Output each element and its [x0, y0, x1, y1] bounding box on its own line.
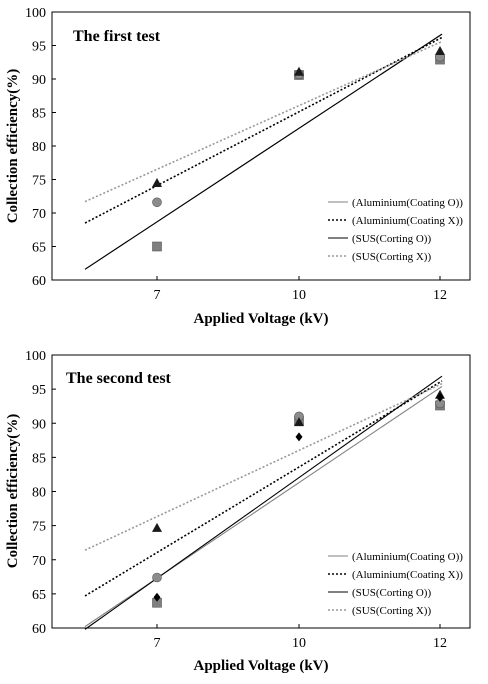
y-tick-label: 65	[32, 588, 46, 603]
x-tick-labels: 7 10 12	[154, 636, 448, 651]
y-tick-label: 70	[32, 207, 46, 222]
y-axis-label: Collection efficiency(%)	[5, 414, 21, 569]
data-point-triangle	[294, 417, 304, 427]
x-tick-label: 7	[154, 636, 161, 651]
y-tick-label: 80	[32, 486, 46, 501]
trend-line	[84, 36, 443, 224]
data-point-triangle	[152, 522, 162, 532]
y-tick-label: 60	[32, 274, 46, 289]
chart-panel-second: The second test Applied Voltage (kV) Col…	[5, 349, 471, 674]
x-tick-label: 10	[292, 288, 306, 303]
legend-label: (Aluminium(Coating O))	[352, 197, 463, 209]
legend: (Aluminium(Coating O)) (Aluminium(Coatin…	[328, 551, 463, 617]
data-point-diamond	[153, 592, 161, 602]
y-tick-label: 90	[32, 73, 46, 88]
plot-marks	[52, 354, 445, 630]
chart-title: The first test	[73, 28, 161, 45]
y-tick-label: 100	[25, 6, 46, 21]
plot-marks	[52, 11, 445, 281]
legend: (Aluminium(Coating O)) (Aluminium(Coatin…	[328, 197, 463, 263]
y-tick-label: 70	[32, 554, 46, 569]
legend-label: (SUS(Corting O))	[352, 587, 431, 599]
y-tick-label: 95	[32, 40, 46, 55]
trend-line	[84, 375, 443, 630]
x-tick-labels: 7 10 12	[154, 288, 448, 303]
chart-panel-first: The first test Applied Voltage (kV) Coll…	[5, 6, 471, 327]
legend-label: (Aluminium(Coating X))	[352, 215, 463, 227]
trend-line	[84, 33, 443, 270]
data-point-triangle	[435, 46, 445, 56]
chart-title: The second test	[66, 370, 172, 387]
trend-line	[84, 40, 443, 203]
data-point-square	[152, 241, 162, 252]
x-axis-label: Applied Voltage (kV)	[193, 311, 328, 327]
x-tick-label: 7	[154, 288, 161, 303]
y-tick-label: 75	[32, 174, 46, 189]
legend-label: (Aluminium(Coating O))	[352, 551, 463, 563]
data-point-diamond	[295, 432, 303, 442]
y-tick-label: 85	[32, 107, 46, 122]
y-tick-label: 95	[32, 383, 46, 398]
legend-label: (SUS(Corting O))	[352, 233, 431, 245]
data-point-triangle	[152, 178, 162, 188]
legend-label: (SUS(Corting X))	[352, 605, 431, 617]
data-point-circle	[152, 197, 162, 208]
trend-line	[84, 382, 443, 551]
legend-label: (Aluminium(Coating X))	[352, 569, 463, 581]
x-tick-label: 10	[292, 636, 306, 651]
trend-line	[84, 380, 443, 597]
y-tick-labels: 60 65 70 75 80 85 90 95 100	[25, 6, 46, 289]
y-tick-label: 60	[32, 622, 46, 637]
legend-label: (SUS(Corting X))	[352, 251, 431, 263]
y-tick-label: 65	[32, 241, 46, 256]
y-tick-label: 100	[25, 349, 46, 364]
y-tick-labels: 60 65 70 75 80 85 90 95 100	[25, 349, 46, 637]
x-tick-label: 12	[433, 288, 447, 303]
y-tick-label: 90	[32, 417, 46, 432]
x-axis-label: Applied Voltage (kV)	[193, 658, 328, 674]
y-axis-label: Collection efficiency(%)	[5, 69, 21, 224]
y-tick-label: 75	[32, 520, 46, 535]
y-tick-label: 85	[32, 451, 46, 466]
data-point-circle	[152, 572, 162, 583]
y-tick-label: 80	[32, 140, 46, 155]
data-point-triangle	[294, 66, 304, 76]
x-tick-label: 12	[433, 636, 447, 651]
data-point-diamond	[436, 392, 444, 402]
